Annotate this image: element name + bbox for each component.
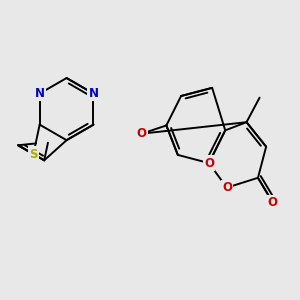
Text: O: O	[268, 196, 278, 209]
Text: O: O	[204, 157, 214, 169]
Text: O: O	[137, 127, 147, 140]
Text: O: O	[222, 181, 232, 194]
Text: N: N	[88, 87, 98, 100]
Text: N: N	[35, 87, 45, 100]
Text: S: S	[29, 148, 38, 160]
